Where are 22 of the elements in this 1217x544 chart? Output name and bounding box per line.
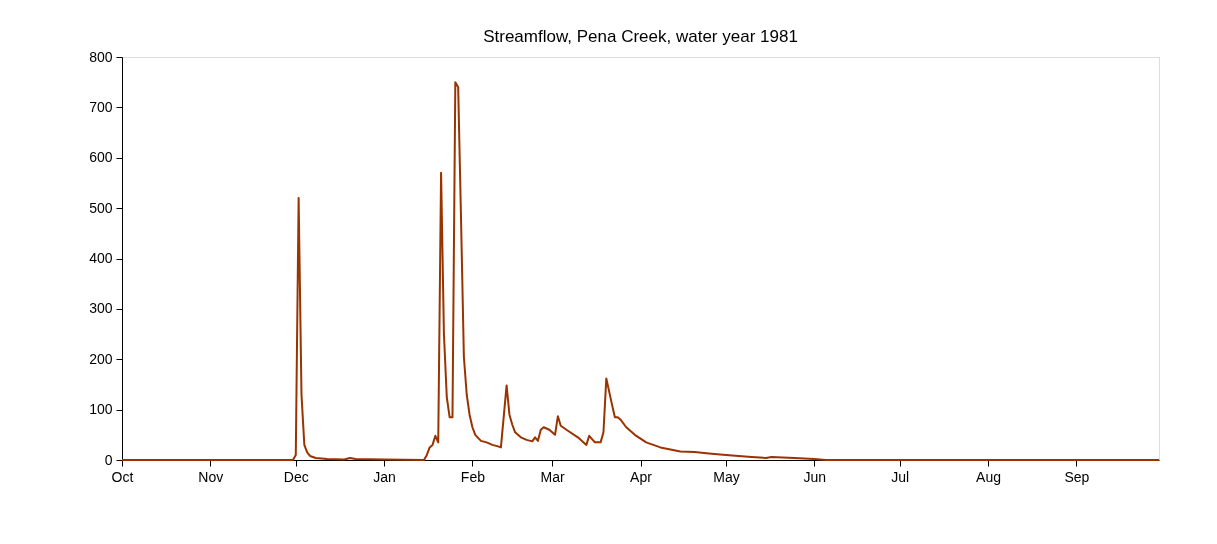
chart-title: Streamflow, Pena Creek, water year 1981 [483, 27, 798, 46]
x-tick-label: Apr [630, 468, 653, 485]
x-tick-label: Dec [283, 468, 309, 485]
x-tick-label: Mar [540, 468, 566, 485]
x-tick-label: Nov [198, 468, 224, 485]
x-tick-label: May [713, 468, 740, 485]
x-tick-label: Oct [111, 468, 134, 485]
y-tick-label: 600 [89, 149, 113, 166]
x-tick-label: Jun [803, 468, 827, 485]
x-tick-label: Jan [373, 468, 396, 485]
y-tick-label: 0 [104, 451, 113, 468]
y-tick-label: 300 [89, 300, 113, 317]
y-tick-label: 500 [89, 199, 113, 216]
x-tick-label: Sep [1064, 468, 1090, 485]
y-tick-label: 800 [89, 48, 113, 65]
x-tick-label: Feb [460, 468, 486, 485]
x-tick-label: Aug [976, 468, 1002, 485]
y-tick-label: 400 [89, 250, 113, 266]
y-tick-label: 200 [89, 350, 113, 367]
y-tick-label: 100 [89, 401, 113, 418]
y-tick-label: 700 [89, 98, 113, 115]
x-tick-label: Jul [891, 468, 910, 485]
